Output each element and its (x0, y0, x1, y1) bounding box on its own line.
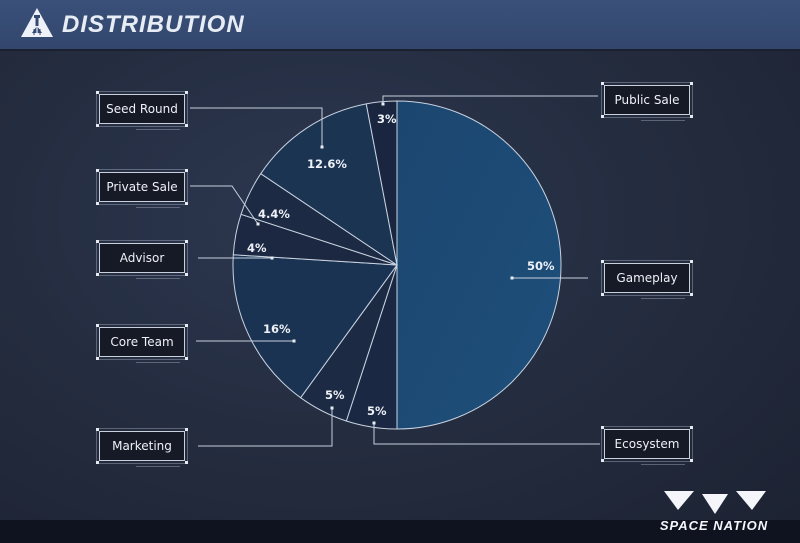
pct-public-sale: 3% (377, 112, 397, 126)
label-seed-round-text: Seed Round (106, 102, 178, 116)
label-private-sale: Private Sale (96, 169, 188, 208)
pie-slices (232, 100, 562, 430)
label-public-sale: Public Sale (601, 82, 693, 121)
space-nation-chevrons-logo-icon (664, 491, 766, 514)
pie-slice-public-sale (365, 100, 398, 266)
pct-seed-round: 12.6% (307, 157, 347, 171)
pct-advisor: 4% (247, 241, 267, 255)
brand-name: SPACE NATION (659, 518, 769, 533)
pct-ecosystem: 5% (367, 404, 387, 418)
label-marketing-text: Marketing (112, 439, 172, 453)
label-ecosystem: Ecosystem (601, 426, 693, 465)
callout-dots (256, 102, 514, 425)
footer-bar (0, 520, 800, 543)
label-advisor-text: Advisor (119, 251, 165, 265)
label-private-sale-text: Private Sale (106, 180, 178, 194)
label-gameplay: Gameplay (601, 260, 693, 299)
header-bar: DISTRIBUTION (0, 0, 800, 51)
label-gameplay-text: Gameplay (616, 271, 678, 285)
label-marketing: Marketing (96, 428, 188, 467)
pct-gameplay: 50% (527, 259, 555, 273)
callout-lines (190, 95, 600, 447)
pct-marketing: 5% (325, 388, 345, 402)
page-title: DISTRIBUTION (62, 11, 245, 38)
pie-slice-seed-round (260, 103, 398, 267)
label-advisor: Advisor (96, 240, 188, 279)
pie-slice-gameplay (396, 100, 562, 430)
label-core-team-text: Core Team (110, 335, 174, 349)
label-public-sale-text: Public Sale (614, 93, 680, 107)
pct-core-team: 16% (263, 322, 291, 336)
label-ecosystem-text: Ecosystem (614, 437, 680, 451)
label-seed-round: Seed Round (96, 91, 188, 130)
label-core-team: Core Team (96, 324, 188, 363)
pie-slice-core-team (232, 254, 398, 399)
pct-private-sale: 4.4% (258, 207, 290, 221)
rocket-triangle-logo-icon (21, 8, 53, 37)
